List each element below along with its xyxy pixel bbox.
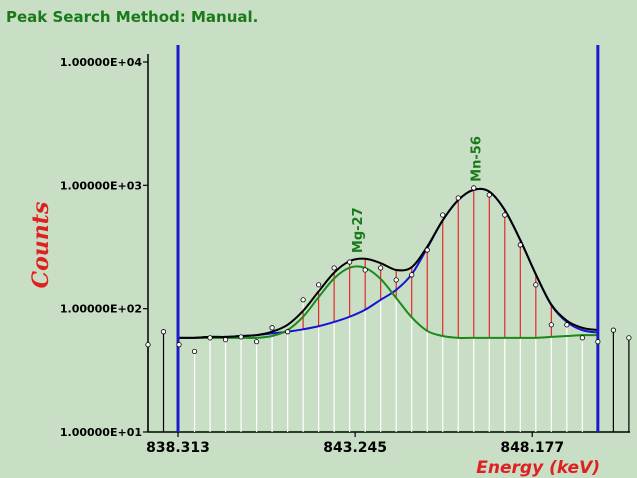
count-point (424, 247, 430, 253)
count-point (626, 335, 632, 341)
count-point (517, 242, 523, 248)
count-point (362, 267, 368, 273)
count-point (347, 259, 353, 265)
y-tick-label: 1.00000E+01 (60, 426, 142, 439)
count-point (238, 334, 244, 340)
count-point (207, 335, 213, 341)
count-point (222, 337, 229, 343)
count-point (269, 325, 275, 331)
x-tick-label: 848.177 (500, 440, 564, 456)
plot-area: 1.00000E+04 1.00000E+03 1.00000E+02 1.00000… (60, 45, 632, 456)
count-point (409, 272, 415, 278)
fit-curve (179, 265, 598, 339)
y-axis-label: Counts (28, 202, 54, 289)
count-point (191, 348, 198, 355)
count-point (440, 212, 446, 218)
peak-label: Mn-56 (470, 136, 485, 182)
peak-label: Mg-27 (351, 207, 366, 253)
count-point (486, 192, 492, 198)
x-tick-label: 838.313 (146, 440, 210, 456)
count-point (455, 195, 461, 201)
count-point (393, 277, 399, 283)
count-point (378, 265, 384, 271)
y-tick-label: 1.00000E+04 (60, 56, 142, 69)
chart-title: Peak Search Method: Manual. (6, 8, 258, 26)
x-tick-label: 843.245 (323, 440, 387, 456)
count-point (176, 342, 182, 348)
count-point (579, 335, 585, 341)
count-point (285, 329, 291, 335)
count-point (471, 185, 477, 191)
count-point (300, 297, 306, 303)
count-point (595, 339, 601, 345)
count-point (548, 322, 554, 328)
count-point (331, 265, 337, 271)
count-point (564, 322, 570, 328)
x-axis-label: Energy (keV) (476, 458, 600, 478)
y-tick-label: 1.00000E+02 (60, 303, 142, 316)
count-point (145, 342, 151, 348)
count-point (502, 212, 508, 218)
count-point (533, 282, 539, 288)
y-tick-label: 1.00000E+03 (60, 179, 142, 192)
count-point (316, 282, 322, 288)
fit-curve (179, 187, 599, 339)
count-point (160, 329, 167, 335)
count-point (253, 339, 260, 345)
count-point (610, 327, 616, 333)
